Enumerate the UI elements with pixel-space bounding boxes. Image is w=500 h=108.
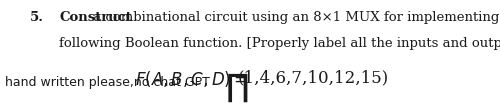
Text: a combinational circuit using an 8×1 MUX for implementing the: a combinational circuit using an 8×1 MUX… [90,11,500,24]
Text: hand written please,no chat GPT: hand written please,no chat GPT [5,76,210,89]
Text: $\prod$: $\prod$ [224,71,248,104]
Text: 5.: 5. [30,11,44,24]
Text: Construct: Construct [60,11,132,24]
Text: (1,4,6,7,10,12,15): (1,4,6,7,10,12,15) [238,69,389,86]
Text: following Boolean function. [Properly label all the inputs and outputs]: following Boolean function. [Properly la… [60,37,500,50]
Text: $F(A, B, C, D) = $: $F(A, B, C, D) = $ [135,69,248,89]
